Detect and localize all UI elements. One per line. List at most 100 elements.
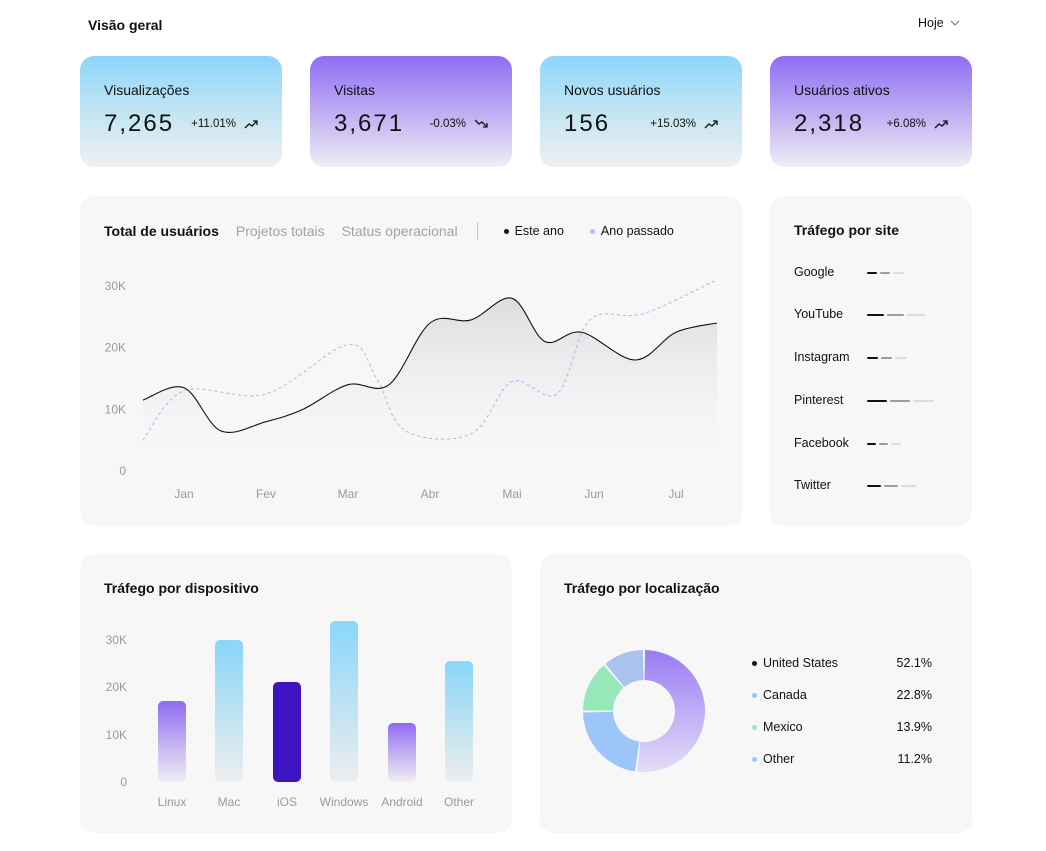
series-line-este-ano — [142, 297, 718, 433]
site-traffic-item: Twitter — [794, 478, 964, 492]
site-bar-seg — [867, 485, 882, 487]
legend-last-year: Ano passado — [589, 224, 674, 238]
stat-delta: -0.03% — [429, 118, 466, 130]
location-percent: 22.8% — [896, 688, 932, 702]
stat-card: Visualizações 7,265 +11.01% — [80, 56, 282, 167]
users-chart-panel: Total de usuários Projetos totais Status… — [80, 196, 742, 526]
trend-up-icon — [934, 120, 948, 129]
donut-slice-other — [605, 650, 644, 688]
site-traffic-bar — [867, 443, 901, 445]
site-bar-seg — [867, 314, 885, 316]
legend-label: Ano passado — [600, 224, 674, 238]
site-bar-seg — [893, 272, 904, 274]
location-legend-item: United States 52.1% — [752, 656, 932, 670]
stat-label: Usuários ativos — [794, 82, 890, 98]
donut-slice-mexico — [583, 665, 624, 711]
x-tick-label: Fev — [256, 487, 276, 501]
site-bar-seg — [907, 314, 925, 316]
location-name: Mexico — [763, 720, 803, 734]
x-tick-label: Mac — [217, 795, 241, 809]
site-name: Instagram — [794, 350, 850, 364]
x-tick-label: Android — [381, 795, 423, 809]
location-name: United States — [763, 656, 839, 670]
stat-value: 156 — [564, 110, 611, 137]
trend-up-icon — [704, 120, 718, 129]
stat-delta: +15.03% — [650, 118, 696, 130]
y-tick-label: 0 — [119, 464, 126, 478]
stat-value: 7,265 — [104, 110, 175, 137]
stat-card: Usuários ativos 2,318 +6.08% — [770, 56, 972, 167]
users-line-chart: 0 10K 20K 30K Jan Fev Mar Abr Mai Jun Jul — [105, 279, 718, 501]
legend-this-year: Este ano — [503, 224, 564, 238]
x-tick-label: Jul — [668, 487, 683, 501]
device-bar-ios — [273, 682, 301, 782]
location-legend-item: Canada 22.8% — [752, 688, 932, 702]
x-tick-label: Windows — [319, 795, 369, 809]
location-traffic-title: Tráfego por localização — [564, 580, 720, 596]
chart-tabs: Total de usuários Projetos totais Status… — [104, 222, 700, 240]
y-tick-label: 0 — [120, 775, 127, 789]
stat-delta: +11.01% — [191, 118, 236, 130]
site-bar-seg — [880, 272, 891, 274]
page-title: Visão geral — [88, 17, 163, 33]
x-tick-label: Other — [443, 795, 474, 809]
site-traffic-item: Facebook — [794, 436, 964, 450]
site-bar-seg — [867, 443, 877, 445]
site-name: YouTube — [794, 307, 844, 321]
x-tick-label: iOS — [276, 795, 297, 809]
trend-up-icon — [244, 120, 258, 129]
location-percent: 52.1% — [896, 656, 932, 670]
site-bar-seg — [867, 357, 879, 359]
site-bar-seg — [887, 314, 905, 316]
legend-dot-icon — [752, 660, 757, 666]
location-percent: 13.9% — [896, 720, 932, 734]
stat-value: 2,318 — [794, 110, 865, 137]
stat-label: Visualizações — [104, 82, 190, 98]
series-line-ano-passado — [142, 279, 718, 441]
site-traffic-bar — [867, 485, 916, 487]
location-name: Canada — [763, 688, 807, 702]
device-traffic-title: Tráfego por dispositivo — [104, 580, 259, 596]
stat-label: Novos usuários — [564, 82, 661, 98]
location-donut-chart — [583, 650, 705, 772]
legend-dot-icon — [503, 228, 509, 234]
device-bar-windows — [330, 620, 358, 782]
series-area-este-ano — [143, 297, 717, 471]
x-tick-label: Linux — [157, 795, 187, 809]
y-tick-label: 10K — [105, 727, 127, 742]
site-traffic-item: Instagram — [794, 350, 964, 364]
y-tick-label: 20K — [105, 680, 127, 695]
device-bar-other — [445, 661, 473, 782]
tab-total-usuarios[interactable]: Total de usuários — [104, 223, 219, 239]
device-bar-android — [388, 722, 416, 782]
y-tick-label: 30K — [105, 279, 126, 293]
stat-card: Novos usuários 156 +15.03% — [540, 56, 742, 167]
stat-label: Visitas — [334, 82, 375, 98]
site-bar-seg — [867, 400, 888, 402]
y-tick-label: 30K — [105, 632, 127, 647]
location-traffic-panel: Tráfego por localização United States 52.… — [540, 554, 972, 833]
legend-dot-icon — [589, 228, 595, 234]
tab-status-operacional[interactable]: Status operacional — [341, 223, 458, 239]
device-bar-linux — [158, 701, 186, 782]
location-legend-item: Other 11.2% — [752, 752, 932, 766]
device-traffic-panel: Tráfego por dispositivo 0 10K 20K 30K Linux M… — [80, 554, 512, 833]
stat-card: Visitas 3,671 -0.03% — [310, 56, 512, 167]
x-tick-label: Mar — [338, 487, 359, 501]
site-traffic-title: Tráfego por site — [794, 222, 900, 238]
site-name: Google — [794, 265, 835, 279]
site-traffic-bar — [867, 314, 925, 316]
x-tick-label: Jun — [584, 487, 603, 501]
tab-projetos-totais[interactable]: Projetos totais — [235, 223, 325, 239]
site-traffic-bar — [867, 357, 907, 359]
date-filter-dropdown[interactable]: Hoje — [918, 16, 960, 30]
y-tick-label: 20K — [105, 341, 126, 355]
chevron-down-icon — [950, 20, 960, 26]
site-traffic-bar — [867, 400, 934, 402]
x-tick-label: Abr — [421, 487, 440, 501]
legend-dot-icon — [752, 756, 757, 762]
legend-dot-icon — [752, 724, 757, 730]
x-tick-label: Jan — [174, 487, 193, 501]
location-percent: 11.2% — [897, 752, 932, 766]
site-bar-seg — [890, 400, 911, 402]
